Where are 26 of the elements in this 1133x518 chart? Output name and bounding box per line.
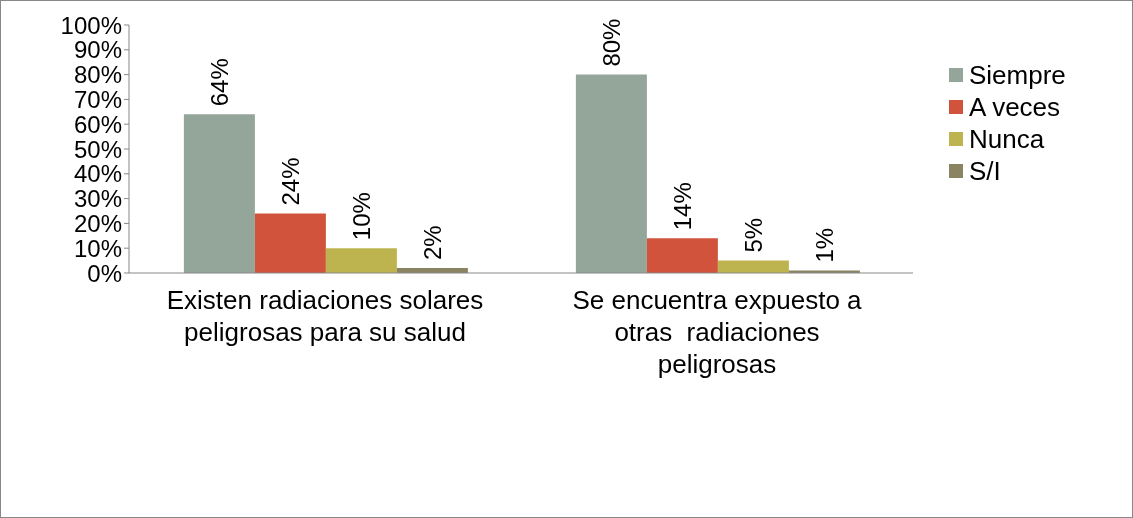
data-label: 64% [205, 58, 233, 107]
bar [183, 114, 255, 273]
data-label: 80% [597, 18, 625, 67]
data-label: 24% [276, 157, 304, 206]
y-tick-label: 10% [73, 234, 122, 262]
y-tick-label: 90% [73, 36, 122, 64]
data-label: 10% [347, 192, 375, 241]
y-tick-label: 60% [73, 110, 122, 138]
x-tick-label: Se encuentra expuesto a otras radiaciones peligrosas [572, 285, 863, 379]
bar [254, 213, 326, 273]
legend-label: Nunca [969, 123, 1045, 155]
legend-label: A veces [969, 91, 1061, 123]
legend-label: S/I [969, 155, 1001, 187]
legend-label: Siempre [969, 59, 1066, 91]
bar [325, 248, 397, 273]
y-tick-label: 40% [73, 160, 122, 188]
data-label: 2% [418, 225, 446, 261]
data-label: 5% [739, 217, 767, 253]
data-label: 1% [810, 227, 838, 263]
x-tick-label: Existen radiaciones solares peligrosas para su salud [166, 285, 484, 347]
y-tick-label: 50% [73, 135, 122, 163]
bar [575, 74, 647, 273]
y-tick-label: 0% [87, 259, 122, 287]
y-tick-label: 100% [60, 11, 122, 39]
bar [646, 238, 718, 273]
data-label: 14% [668, 182, 696, 231]
